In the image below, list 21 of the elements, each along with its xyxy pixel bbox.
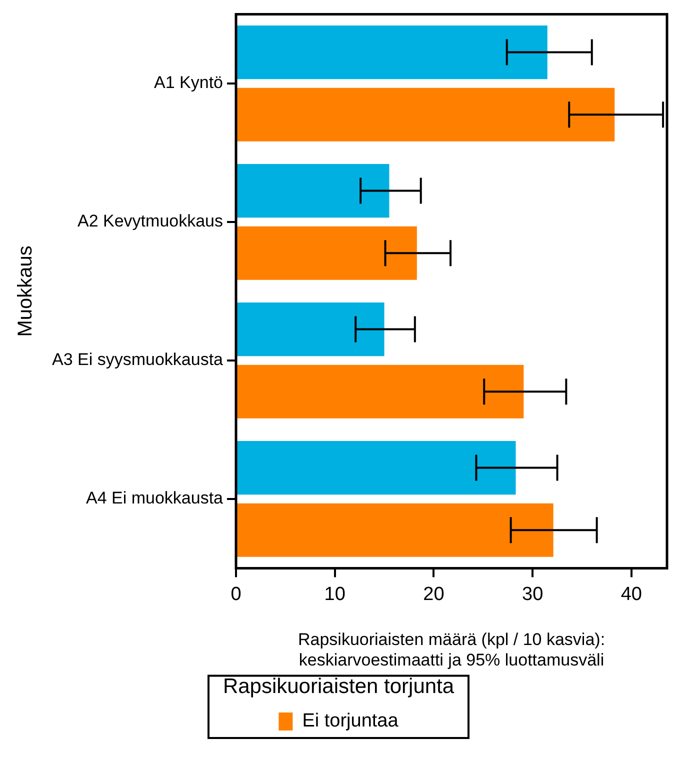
- y-tick-label: A1 Kyntö: [154, 73, 224, 92]
- bar: [237, 302, 384, 356]
- bar: [237, 364, 524, 418]
- x-tick-label: 20: [423, 584, 444, 605]
- x-tick-label: 40: [620, 584, 642, 605]
- bar: [237, 88, 615, 142]
- bar: [237, 25, 548, 80]
- x-tick-label: 30: [522, 584, 544, 605]
- y-tick-label: A3 Ei syysmuokkausta: [52, 350, 224, 370]
- bar: [237, 164, 390, 218]
- x-tick-label: 0: [230, 584, 242, 605]
- y-axis-title: Muokkaus: [14, 246, 37, 337]
- y-tick-label: A4 Ei muokkausta: [86, 488, 224, 508]
- legend-label: Ei torjuntaa: [302, 710, 399, 732]
- bar: [237, 440, 516, 495]
- legend-title: Rapsikuoriaisten torjunta: [222, 675, 454, 698]
- y-tick-label: A2 Kevytmuokkaus: [77, 212, 224, 231]
- x-axis-title: Rapsikuoriaisten määrä (kpl / 10 kasvia): keskiarvoestimaatti ja 95% luottamusväli: [298, 630, 606, 670]
- bar: [237, 503, 554, 557]
- bar: [237, 226, 417, 280]
- x-tick-label: 10: [324, 584, 346, 605]
